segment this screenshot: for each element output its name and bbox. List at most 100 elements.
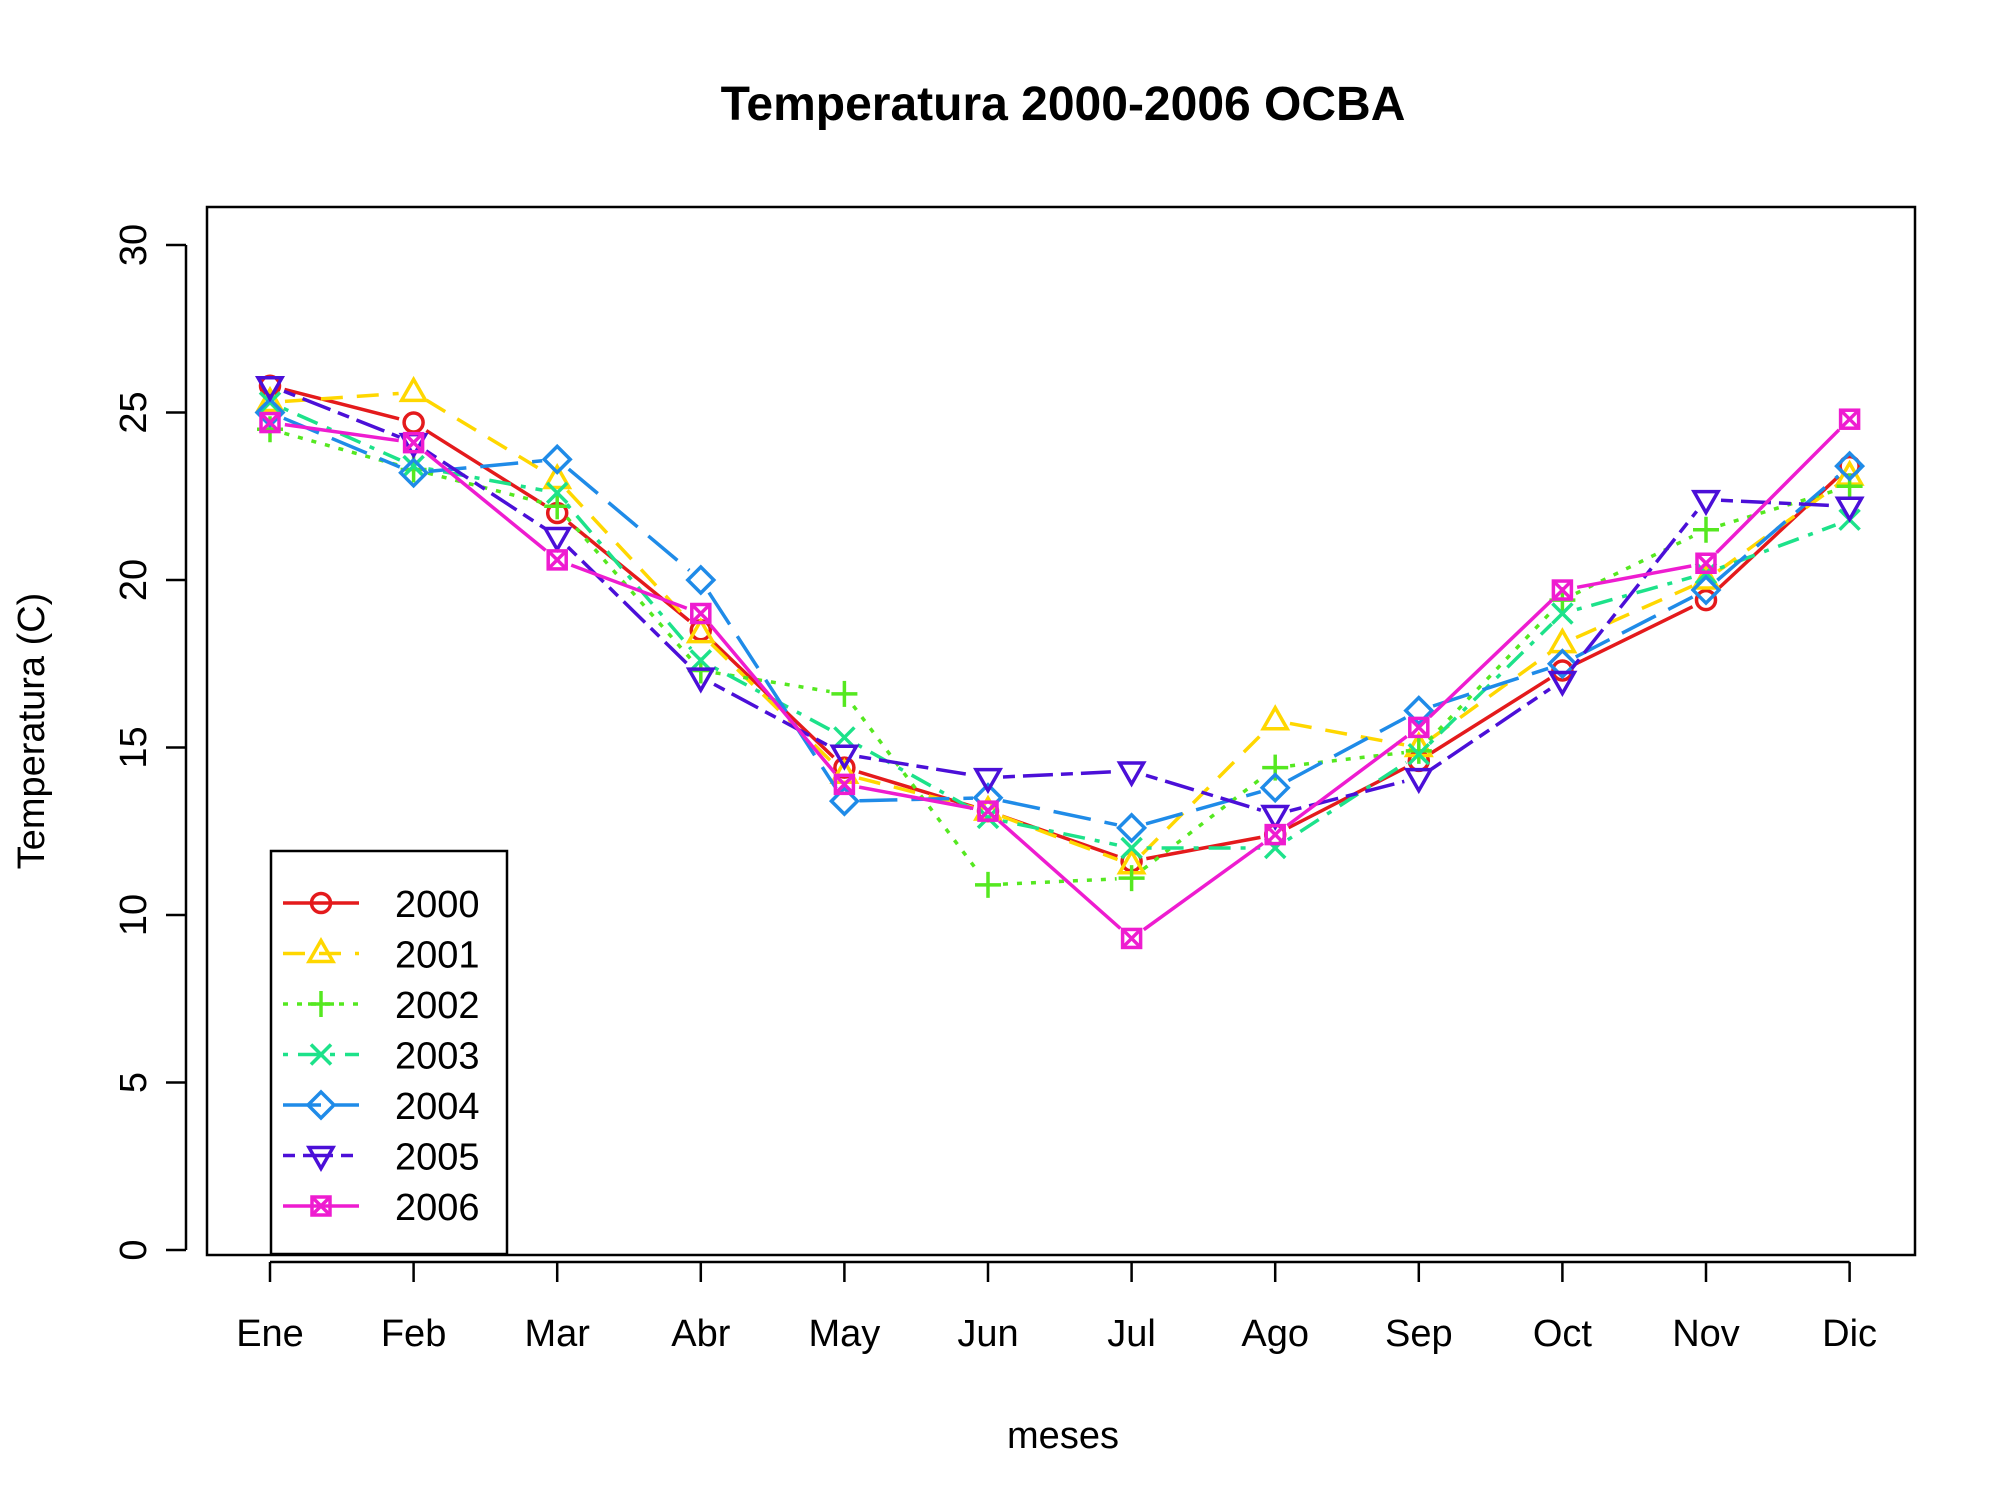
series-2004-point [1116, 812, 1148, 844]
series-2000-point [1551, 659, 1574, 682]
series-2004-segment [1574, 595, 1694, 659]
series-2000-segment [1146, 835, 1261, 861]
x-tick-label: Ago [1241, 1313, 1309, 1355]
series-2006-point [402, 431, 425, 454]
series-2000-point [1694, 588, 1718, 612]
y-axis-label: Temperatura (C) [11, 593, 53, 870]
series-2005-segment [1720, 498, 1835, 508]
series-2001-segment [1575, 584, 1693, 640]
series-2006-segment [570, 563, 688, 610]
series-2003-segment [1286, 760, 1408, 842]
series-2006 [259, 408, 1861, 950]
series-2006-point [546, 549, 568, 571]
series-2006-segment [1576, 564, 1692, 590]
x-tick-label: Abr [671, 1313, 730, 1355]
series-2004-point [1259, 772, 1291, 804]
legend-item: 2006 [283, 1187, 480, 1229]
series-2005-segment [858, 754, 974, 777]
series-2004-segment [1716, 474, 1840, 582]
series-2004-point [541, 443, 573, 475]
y-tick-label: 30 [113, 224, 155, 266]
series-2001-point [398, 375, 429, 403]
y-axis: 0 5 10 15 20 25 30 [113, 224, 188, 1261]
legend-marker [310, 1195, 332, 1217]
series-2003 [258, 391, 1861, 860]
legend-marker [309, 1043, 333, 1066]
series-2005-segment [283, 389, 401, 439]
series-2003-segment [856, 743, 976, 813]
series-2004-point [1546, 648, 1578, 680]
series-2003-point [402, 454, 425, 478]
legend-label: 2003 [395, 1036, 480, 1078]
series-2006-segment [1142, 841, 1265, 932]
series-2003-point [545, 481, 569, 505]
series-2003-segment [1576, 575, 1693, 612]
legend-marker [308, 991, 334, 1017]
legend: 2000 2001 2002 2003 2004 2005 2006 [269, 849, 509, 1256]
series-2006-point [977, 800, 999, 822]
series-2003-segment [1002, 819, 1118, 847]
series-2003-segment [1428, 622, 1553, 745]
series-2004-point [254, 397, 286, 428]
legend-marker [305, 1145, 337, 1173]
series-2004-point [685, 564, 717, 596]
legend-label: 2001 [395, 935, 480, 977]
x-tick-label: Ene [236, 1313, 304, 1355]
series-2006-point [1838, 408, 1861, 430]
series-2005-point [1403, 767, 1434, 795]
series-2000-segment [567, 521, 691, 623]
series-2002-segment [1719, 488, 1836, 528]
legend-label: 2006 [395, 1187, 480, 1229]
series-2005-point [542, 526, 573, 553]
series-2002-point [544, 493, 571, 520]
series-2004-segment [1145, 790, 1262, 826]
legend-item: 2000 [283, 884, 480, 926]
y-tick-label: 15 [113, 726, 155, 768]
series-2001-segment [1289, 721, 1405, 747]
legend-box [269, 849, 509, 1256]
series-2000-segment [284, 387, 400, 421]
series-2006-point [690, 602, 712, 625]
series-2002-segment [1289, 750, 1405, 768]
series-2005 [254, 375, 1865, 832]
x-tick-label: Nov [1672, 1313, 1740, 1355]
series-2002-point [1405, 737, 1432, 764]
series-2004-segment [707, 591, 838, 790]
series-2001-segment [1429, 651, 1552, 741]
series-2005-point [829, 744, 860, 771]
series-2002-point [1693, 516, 1719, 543]
x-tick-label: Jun [957, 1313, 1018, 1355]
series-2005-segment [1430, 687, 1551, 771]
chart-title: Temperatura 2000-2006 OCBA [721, 78, 1406, 131]
series-2000-segment [1575, 605, 1694, 666]
series-2005-point [1690, 489, 1722, 517]
series-2006-segment [998, 819, 1122, 930]
series-2005-point [1834, 496, 1865, 523]
y-tick-label: 25 [113, 391, 155, 433]
series-2002-segment [1002, 877, 1117, 886]
series-2006-point [1551, 579, 1574, 601]
series-2003-point [1120, 836, 1143, 860]
series-2006-point [833, 773, 856, 796]
series-2003-point [1407, 742, 1431, 766]
series-2003-segment [565, 503, 693, 651]
series-2004 [254, 397, 1866, 844]
series-2005-segment [713, 682, 833, 749]
x-tick-label: Feb [381, 1313, 446, 1355]
series-2006-segment [1715, 428, 1841, 554]
series-2005-segment [566, 545, 692, 668]
series-2004-point [1403, 695, 1435, 727]
series-2002-segment [565, 516, 693, 661]
x-tick-label: Jul [1107, 1313, 1156, 1355]
legend-item: 2002 [283, 985, 480, 1027]
series-2004-segment [1002, 799, 1118, 827]
legend-item: 2001 [283, 935, 480, 977]
series-2005-point [254, 375, 286, 403]
series-2004-segment [567, 467, 691, 572]
series-2003-point [258, 391, 282, 414]
series-2002-segment [715, 671, 830, 694]
series-2001-point [254, 385, 286, 413]
series-2002-segment [1427, 609, 1554, 742]
series-2000-point [402, 411, 425, 434]
